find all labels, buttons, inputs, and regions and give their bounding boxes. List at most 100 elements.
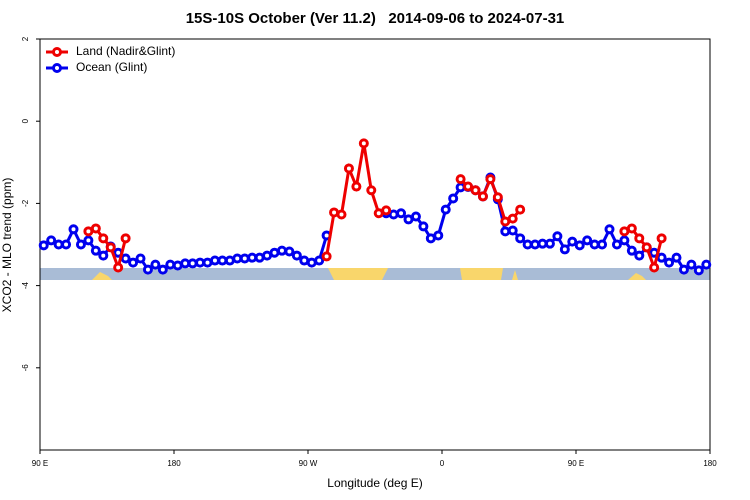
data-point: [98, 250, 109, 261]
data-point: [120, 253, 131, 264]
data-point: [381, 205, 392, 216]
land-strip: [512, 270, 518, 280]
data-point: [366, 185, 377, 196]
data-point: [649, 262, 660, 273]
data-point: [254, 252, 265, 263]
data-point: [477, 191, 488, 202]
x-tick-label: 180: [167, 459, 181, 468]
y-tick-label: 2: [21, 36, 30, 41]
data-point: [396, 208, 407, 219]
data-point: [425, 233, 436, 244]
data-point: [440, 204, 451, 215]
land-strip: [460, 268, 503, 280]
legend-marker: [52, 47, 62, 57]
data-point: [433, 230, 444, 241]
data-point: [224, 255, 235, 266]
data-point: [142, 264, 153, 275]
data-point: [626, 223, 637, 234]
data-point: [552, 231, 563, 242]
data-point: [299, 255, 310, 266]
data-point: [120, 233, 131, 244]
data-point: [343, 163, 354, 174]
data-point: [582, 235, 593, 246]
data-point: [351, 181, 362, 192]
data-point: [671, 252, 682, 263]
data-point: [68, 224, 79, 235]
data-point: [321, 251, 332, 262]
data-point: [61, 239, 72, 250]
data-point: [135, 253, 146, 264]
data-point: [567, 236, 578, 247]
data-point: [128, 257, 139, 268]
data-point: [448, 193, 459, 204]
x-tick-label: 90 E: [568, 459, 584, 468]
data-point: [515, 204, 526, 215]
data-point: [90, 245, 101, 256]
data-point: [165, 259, 176, 270]
data-point: [113, 262, 124, 273]
data-point: [150, 259, 161, 270]
data-point: [455, 182, 466, 193]
data-point: [701, 259, 712, 270]
data-point: [314, 255, 325, 266]
y-tick-label: 0: [21, 118, 30, 123]
data-point: [239, 253, 250, 264]
data-point: [262, 250, 273, 261]
legend-marker: [52, 63, 62, 73]
x-tick-label: 0: [440, 459, 445, 468]
data-point: [455, 174, 466, 185]
data-point: [641, 242, 652, 253]
data-point: [388, 209, 399, 220]
chart-title: 15S-10S October (Ver 11.2) 2014-09-06 to…: [186, 10, 565, 27]
data-point: [269, 247, 280, 258]
data-point: [656, 252, 667, 263]
data-point: [418, 221, 429, 232]
data-point: [202, 257, 213, 268]
data-point: [373, 208, 384, 219]
data-point: [470, 185, 481, 196]
data-point: [75, 239, 86, 250]
data-point: [604, 224, 615, 235]
x-axis-label: Longitude (deg E): [327, 476, 422, 490]
land-strip: [628, 273, 646, 280]
data-point: [530, 239, 541, 250]
land-strip: [92, 272, 112, 280]
surface-strip: [40, 268, 710, 280]
legend-label: Ocean (Glint): [76, 60, 147, 74]
data-point: [619, 235, 630, 246]
data-point: [574, 240, 585, 251]
data-point: [664, 257, 675, 268]
legend-label: Land (Nadir&Glint): [76, 44, 175, 58]
y-tick-label: -6: [21, 364, 30, 372]
data-point: [403, 214, 414, 225]
data-point: [626, 245, 637, 256]
data-point: [276, 245, 287, 256]
data-point: [172, 260, 183, 271]
data-point: [507, 213, 518, 224]
data-point: [358, 138, 369, 149]
data-point: [686, 259, 697, 270]
data-point: [619, 226, 630, 237]
land-strip: [328, 268, 388, 280]
data-point: [284, 246, 295, 257]
data-point: [38, 240, 49, 251]
data-point: [187, 258, 198, 269]
data-point: [306, 257, 317, 268]
data-point: [83, 226, 94, 237]
data-point: [611, 239, 622, 250]
data-point: [500, 216, 511, 227]
data-point: [83, 235, 94, 246]
data-point: [678, 264, 689, 275]
data-point: [559, 244, 570, 255]
data-point: [693, 265, 704, 276]
data-point: [157, 264, 168, 275]
data-point: [597, 239, 608, 250]
x-tick-label: 90 E: [32, 459, 48, 468]
x-tick-label: 90 W: [299, 459, 318, 468]
data-point: [492, 192, 503, 203]
y-tick-label: -4: [21, 281, 30, 289]
data-point: [656, 233, 667, 244]
data-point: [291, 250, 302, 261]
data-point: [105, 242, 116, 253]
